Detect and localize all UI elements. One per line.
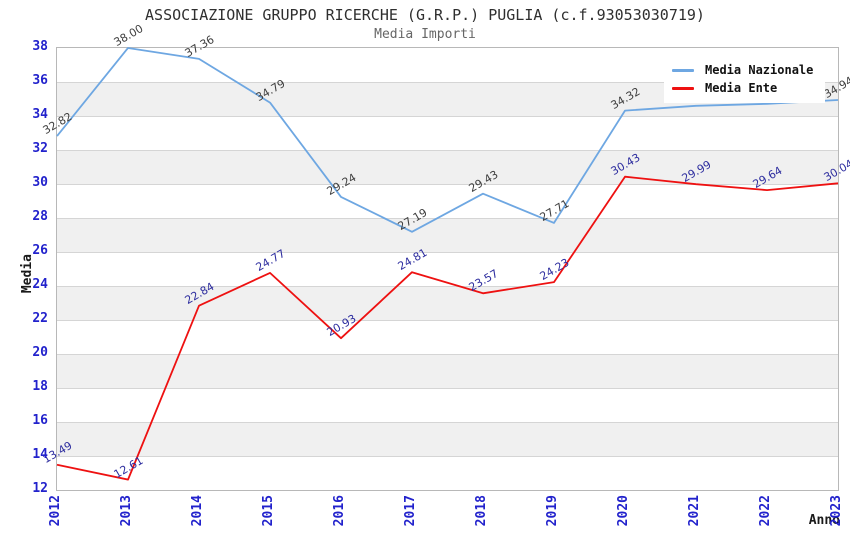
y-tick-label: 14 <box>32 447 48 462</box>
plot-area <box>56 47 839 491</box>
y-tick-label: 12 <box>32 481 48 496</box>
x-tick-label: 2013 <box>119 495 134 527</box>
series-line-media-ente <box>56 175 839 481</box>
x-tick-label: 2015 <box>261 495 276 527</box>
y-tick-label: 20 <box>32 345 48 360</box>
y-tick-label: 22 <box>32 311 48 326</box>
series-line-media-nazionale <box>56 47 839 233</box>
legend-line-swatch <box>672 68 694 72</box>
y-tick-label: 30 <box>32 175 48 190</box>
y-tick-label: 28 <box>32 209 48 224</box>
gridline <box>57 251 838 253</box>
x-tick-label: 2018 <box>474 495 489 527</box>
x-tick-label: 2019 <box>545 495 560 527</box>
legend-label: Media Ente <box>705 81 778 95</box>
y-tick-label: 36 <box>32 73 48 88</box>
y-tick-label: 26 <box>32 243 48 258</box>
legend: Media Nazionale Media Ente <box>664 55 826 103</box>
legend-item: Media Ente <box>672 79 813 97</box>
x-tick-label: 2020 <box>616 495 631 527</box>
gridline <box>57 353 838 355</box>
legend-line-swatch <box>672 86 694 90</box>
x-tick-label: 2012 <box>48 495 63 527</box>
legend-items: Media Nazionale Media Ente <box>672 61 813 97</box>
gridline <box>57 319 838 321</box>
gridline <box>57 387 838 389</box>
gridline <box>57 217 838 219</box>
y-tick-label: 16 <box>32 413 48 428</box>
gridline <box>57 183 838 185</box>
x-tick-label: 2016 <box>332 495 347 527</box>
gridline <box>57 455 838 457</box>
gridline <box>57 149 838 151</box>
chart-title: ASSOCIAZIONE GRUPPO RICERCHE (G.R.P.) PU… <box>145 6 705 24</box>
x-tick-label: 2023 <box>829 495 844 527</box>
gridline <box>57 285 838 287</box>
y-tick-label: 34 <box>32 107 48 122</box>
y-tick-label: 24 <box>32 277 48 292</box>
gridline <box>57 115 838 117</box>
series-lines <box>56 47 839 481</box>
x-tick-label: 2021 <box>687 495 702 527</box>
gridline <box>57 421 838 423</box>
legend-label: Media Nazionale <box>705 63 814 77</box>
y-tick-label: 32 <box>32 141 48 156</box>
legend-item: Media Nazionale <box>672 61 813 79</box>
x-tick-label: 2014 <box>190 495 205 527</box>
x-tick-label: 2017 <box>403 495 418 527</box>
y-tick-label: 38 <box>32 39 48 54</box>
x-tick-label: 2022 <box>758 495 773 527</box>
gridline <box>57 81 838 83</box>
x-axis-title: Anno <box>808 513 840 528</box>
y-tick-label: 18 <box>32 379 48 394</box>
chart-subtitle: Media Importi <box>374 27 476 42</box>
